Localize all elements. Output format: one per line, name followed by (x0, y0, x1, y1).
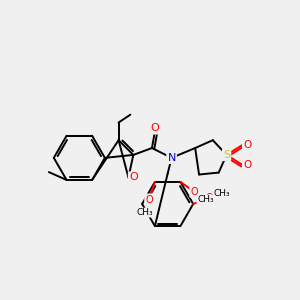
Text: N: N (167, 153, 176, 163)
Text: CH₃: CH₃ (136, 208, 153, 217)
Text: S: S (223, 150, 230, 160)
Text: O: O (205, 193, 213, 203)
Text: CH₃: CH₃ (213, 189, 230, 198)
Text: O: O (243, 140, 251, 150)
Text: O: O (145, 194, 153, 205)
Text: O: O (129, 172, 138, 182)
Text: O: O (243, 160, 251, 170)
Text: O: O (151, 123, 159, 134)
Text: O: O (190, 187, 198, 197)
Text: CH₃: CH₃ (197, 195, 214, 204)
